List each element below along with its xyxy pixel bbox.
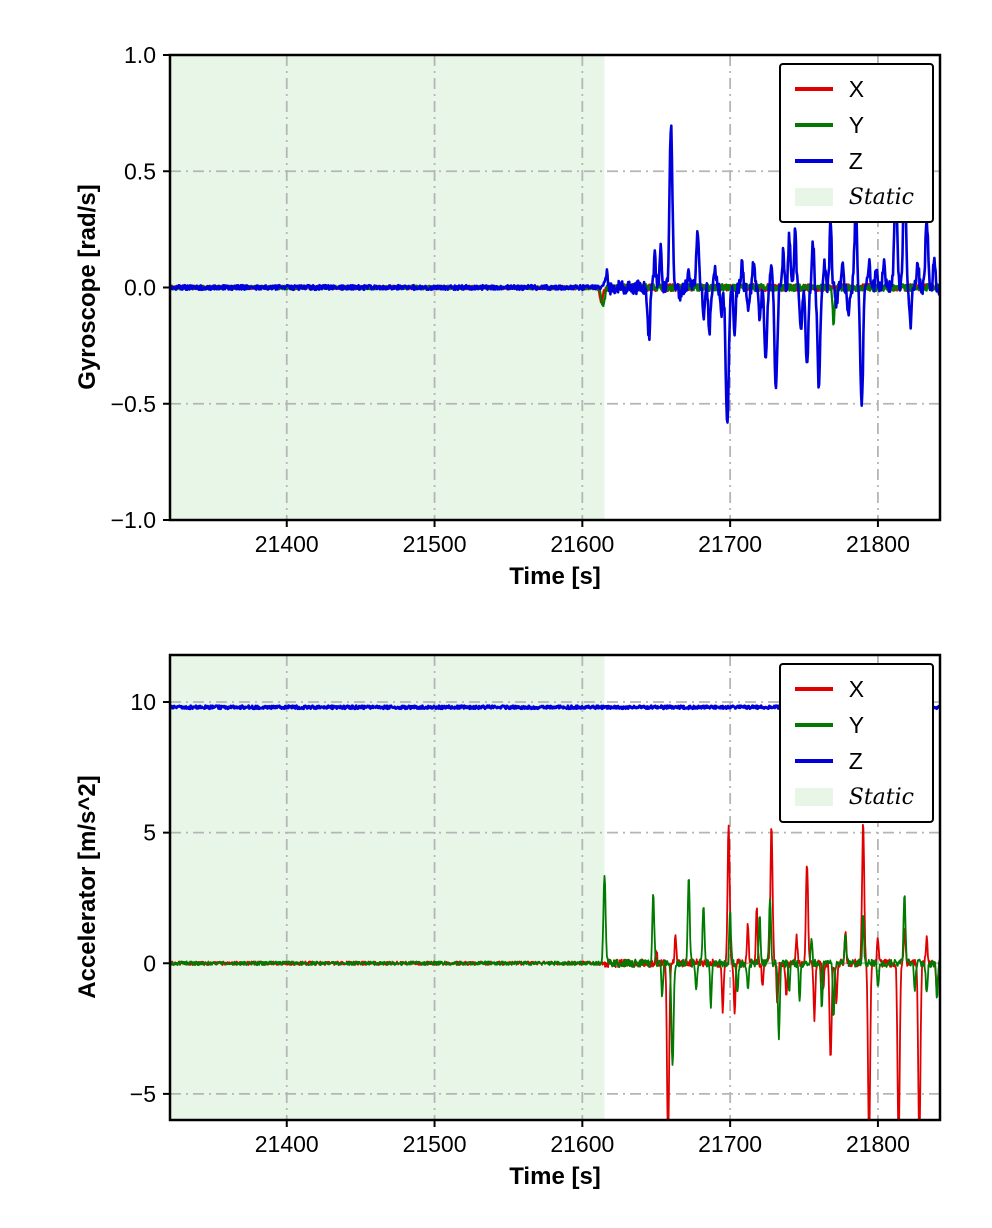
x-tick-label: 21800 <box>846 1131 910 1157</box>
legend-item-y: Y <box>794 711 914 739</box>
tick-labels: 21400 21500 21600 21700 21800 1.0 0.5 0.0 −0.5 −1… <box>111 42 910 557</box>
x-line-swatch <box>794 687 833 691</box>
legend-item-y: Y <box>794 111 914 139</box>
series-z-line <box>170 124 940 424</box>
accelerometer-legend: X Y Z Static <box>778 663 934 823</box>
tick-marks <box>163 54 879 527</box>
y-tick-label: 0.5 <box>124 158 156 184</box>
gyroscope-y-axis-label: Gyroscope [rad/s] <box>74 184 101 390</box>
y-tick-label: −0.5 <box>111 391 156 417</box>
series-group <box>170 124 940 424</box>
y-tick-label: 10 <box>130 689 156 715</box>
z-line-swatch <box>794 759 833 763</box>
accelerometer-y-axis-label: Accelerator [m/s^2] <box>74 775 101 999</box>
tick-labels: 21400 21500 21600 21700 21800 10 5 0 −5 <box>130 689 910 1157</box>
accelerometer-plot-svg: 21400 21500 21600 21700 21800 10 5 0 −5 <box>130 653 942 1157</box>
z-line-swatch <box>794 159 833 163</box>
x-tick-label: 21600 <box>550 1131 614 1157</box>
x-tick-label: 21500 <box>403 531 467 557</box>
x-tick-label: 21700 <box>698 531 762 557</box>
legend-label-y: Y <box>848 111 865 138</box>
x-line-swatch <box>794 87 833 91</box>
legend-item-z: Z <box>794 747 914 775</box>
gyroscope-chart: 21400 21500 21600 21700 21800 1.0 0.5 0.0 −0.5 −1… <box>0 15 992 615</box>
static-region <box>170 655 605 1120</box>
accelerometer-x-axis-label: Time [s] <box>509 1163 601 1190</box>
legend-item-static: Static <box>794 783 914 811</box>
static-patch-swatch <box>794 188 833 206</box>
y-tick-label: 0 <box>143 950 156 976</box>
y-tick-label: −5 <box>130 1081 156 1107</box>
legend-label-static: Static <box>848 784 914 810</box>
legend-label-x: X <box>848 675 865 702</box>
y-tick-label: 1.0 <box>124 42 156 68</box>
legend-label-y: Y <box>848 711 865 738</box>
axes-frame <box>168 653 942 1122</box>
y-tick-label: −1.0 <box>111 507 156 533</box>
x-tick-label: 21400 <box>255 531 319 557</box>
x-tick-label: 21400 <box>255 1131 319 1157</box>
x-tick-label: 21700 <box>698 1131 762 1157</box>
legend-item-x: X <box>794 675 914 703</box>
y-line-swatch <box>794 123 833 127</box>
legend-label-static: Static <box>848 184 914 210</box>
gyroscope-plot-svg: 21400 21500 21600 21700 21800 1.0 0.5 0.0 −0.5 −1… <box>111 42 942 557</box>
legend-label-x: X <box>848 75 865 102</box>
legend-item-static: Static <box>794 183 914 211</box>
y-tick-label: 0.0 <box>124 275 156 301</box>
static-patch-swatch <box>794 788 833 806</box>
legend-label-z: Z <box>848 147 863 174</box>
legend-label-z: Z <box>848 747 863 774</box>
gyroscope-x-axis-label: Time [s] <box>509 563 601 590</box>
y-tick-label: 5 <box>143 820 156 846</box>
gyroscope-legend: X Y Z Static <box>778 63 934 223</box>
x-tick-label: 21600 <box>550 531 614 557</box>
x-tick-label: 21500 <box>403 1131 467 1157</box>
accelerometer-chart: 21400 21500 21600 21700 21800 10 5 0 −5 Accelera… <box>0 615 992 1215</box>
tick-marks <box>163 701 879 1127</box>
x-tick-label: 21800 <box>846 531 910 557</box>
y-line-swatch <box>794 723 833 727</box>
series-y-line <box>170 874 940 1066</box>
legend-item-x: X <box>794 75 914 103</box>
legend-item-z: Z <box>794 147 914 175</box>
